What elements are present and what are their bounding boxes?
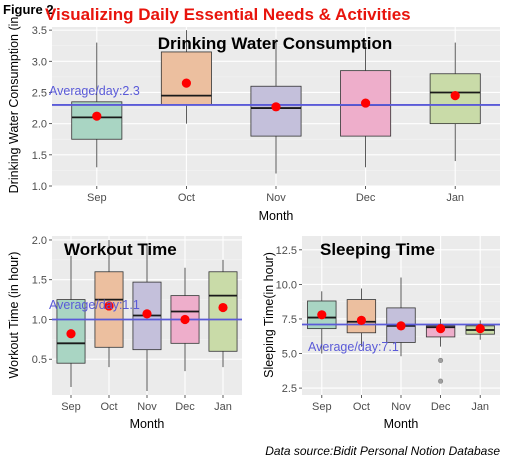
water-y-tick-label: 1.0	[32, 181, 47, 193]
water-panel-title: Drinking Water Consumption	[158, 34, 393, 53]
workout-x-tick-label: Jan	[214, 401, 232, 413]
workout-x-axis-title: Month	[130, 417, 165, 431]
workout-mean-point	[66, 329, 76, 339]
sleep-x-axis-title: Month	[384, 417, 419, 431]
workout-mean-point	[104, 301, 114, 311]
water-mean-point	[450, 90, 460, 101]
sleep-mean-point	[356, 315, 366, 325]
sleep-x-tick-label: Jan	[471, 401, 489, 413]
water-x-axis-title: Month	[259, 209, 294, 223]
sleep-average-label: Average/day:7.1	[308, 340, 399, 354]
sleep-x-tick-label: Oct	[353, 401, 370, 413]
sleep-mean-point	[436, 324, 446, 334]
water-mean-point	[361, 98, 371, 108]
water-mean-point	[92, 111, 102, 121]
water-box-oct	[160, 30, 212, 124]
source-note: Data source:Bidit Personal Notion Databa…	[265, 444, 500, 458]
sleep-x-tick-label: Sep	[312, 401, 332, 413]
sleep-y-axis-title: Sleeping Time(in hour)	[262, 252, 276, 378]
sleep-y-tick-label: 12.5	[276, 245, 297, 257]
workout-y-tick-label: 1.0	[32, 314, 47, 326]
outlier-point	[438, 357, 444, 363]
water-y-tick-label: 3.5	[32, 25, 47, 37]
workout-mean-point	[142, 309, 152, 319]
workout-x-tick-label: Sep	[61, 401, 81, 413]
workout-y-tick-label: 0.5	[32, 354, 47, 366]
water-box-sep	[71, 42, 123, 168]
outlier-point	[438, 378, 444, 384]
sleep-chart: 2.5 5.0 7.5 10.0 12.5 Sep Oct Nov Dec Jan Average/…	[262, 236, 500, 431]
sleep-panel-title: Sleeping Time	[320, 240, 435, 259]
water-y-tick-label: 3.0	[32, 56, 47, 68]
sleep-y-tick-label: 10.0	[276, 279, 297, 291]
sleep-mean-point	[475, 324, 485, 334]
workout-x-tick-label: Dec	[175, 401, 195, 413]
water-y-axis-title: Drinking Water Consumption (in	[7, 17, 21, 194]
workout-y-tick-label: 1.5	[32, 275, 47, 287]
workout-x-tick-label: Oct	[100, 401, 117, 413]
water-y-tick-label: 2.5	[32, 87, 47, 99]
water-x-tick-label: Nov	[266, 192, 286, 204]
water-y-tick-label: 2.0	[32, 119, 47, 131]
water-x-tick-label: Sep	[87, 192, 107, 204]
workout-y-axis-title: Workout Time (in hour)	[7, 252, 21, 379]
workout-x-tick-label: Nov	[137, 401, 157, 413]
figure-label: Figure 2	[3, 2, 54, 17]
water-mean-point	[271, 102, 281, 112]
workout-panel-title: Workout Time	[64, 240, 177, 259]
water-x-tick-label: Jan	[446, 192, 464, 204]
sleep-mean-point	[396, 321, 406, 331]
main-title: Visualizing Daily Essential Needs & Acti…	[45, 5, 411, 24]
water-x-tick-label: Oct	[178, 192, 195, 204]
sleep-x-tick-label: Dec	[431, 401, 451, 413]
water-x-tick-label: Dec	[356, 192, 376, 204]
sleep-y-tick-label: 5.0	[282, 349, 297, 361]
box-body	[160, 51, 212, 106]
water-mean-point	[181, 78, 191, 88]
water-average-label: Average/day:2.3	[49, 84, 140, 98]
water-chart: 1.0 1.5 2.0 2.5 3.0 3.5 Sep Oct Nov Dec Jan Average…	[7, 17, 500, 223]
workout-box-jan	[208, 259, 238, 368]
workout-chart: 0.5 1.0 1.5 2.0 Sep Oct Nov Dec Jan Average/day:1…	[7, 235, 242, 431]
workout-average-label: Average/day:1.1	[49, 298, 140, 312]
workout-mean-point	[218, 302, 228, 313]
sleep-x-tick-label: Nov	[391, 401, 411, 413]
sleep-y-tick-label: 2.5	[282, 383, 297, 395]
water-y-tick-label: 1.5	[32, 150, 47, 162]
workout-y-tick-label: 2.0	[32, 235, 47, 247]
sleep-mean-point	[317, 310, 327, 320]
workout-mean-point	[180, 314, 190, 325]
sleep-y-tick-label: 7.5	[282, 314, 297, 326]
